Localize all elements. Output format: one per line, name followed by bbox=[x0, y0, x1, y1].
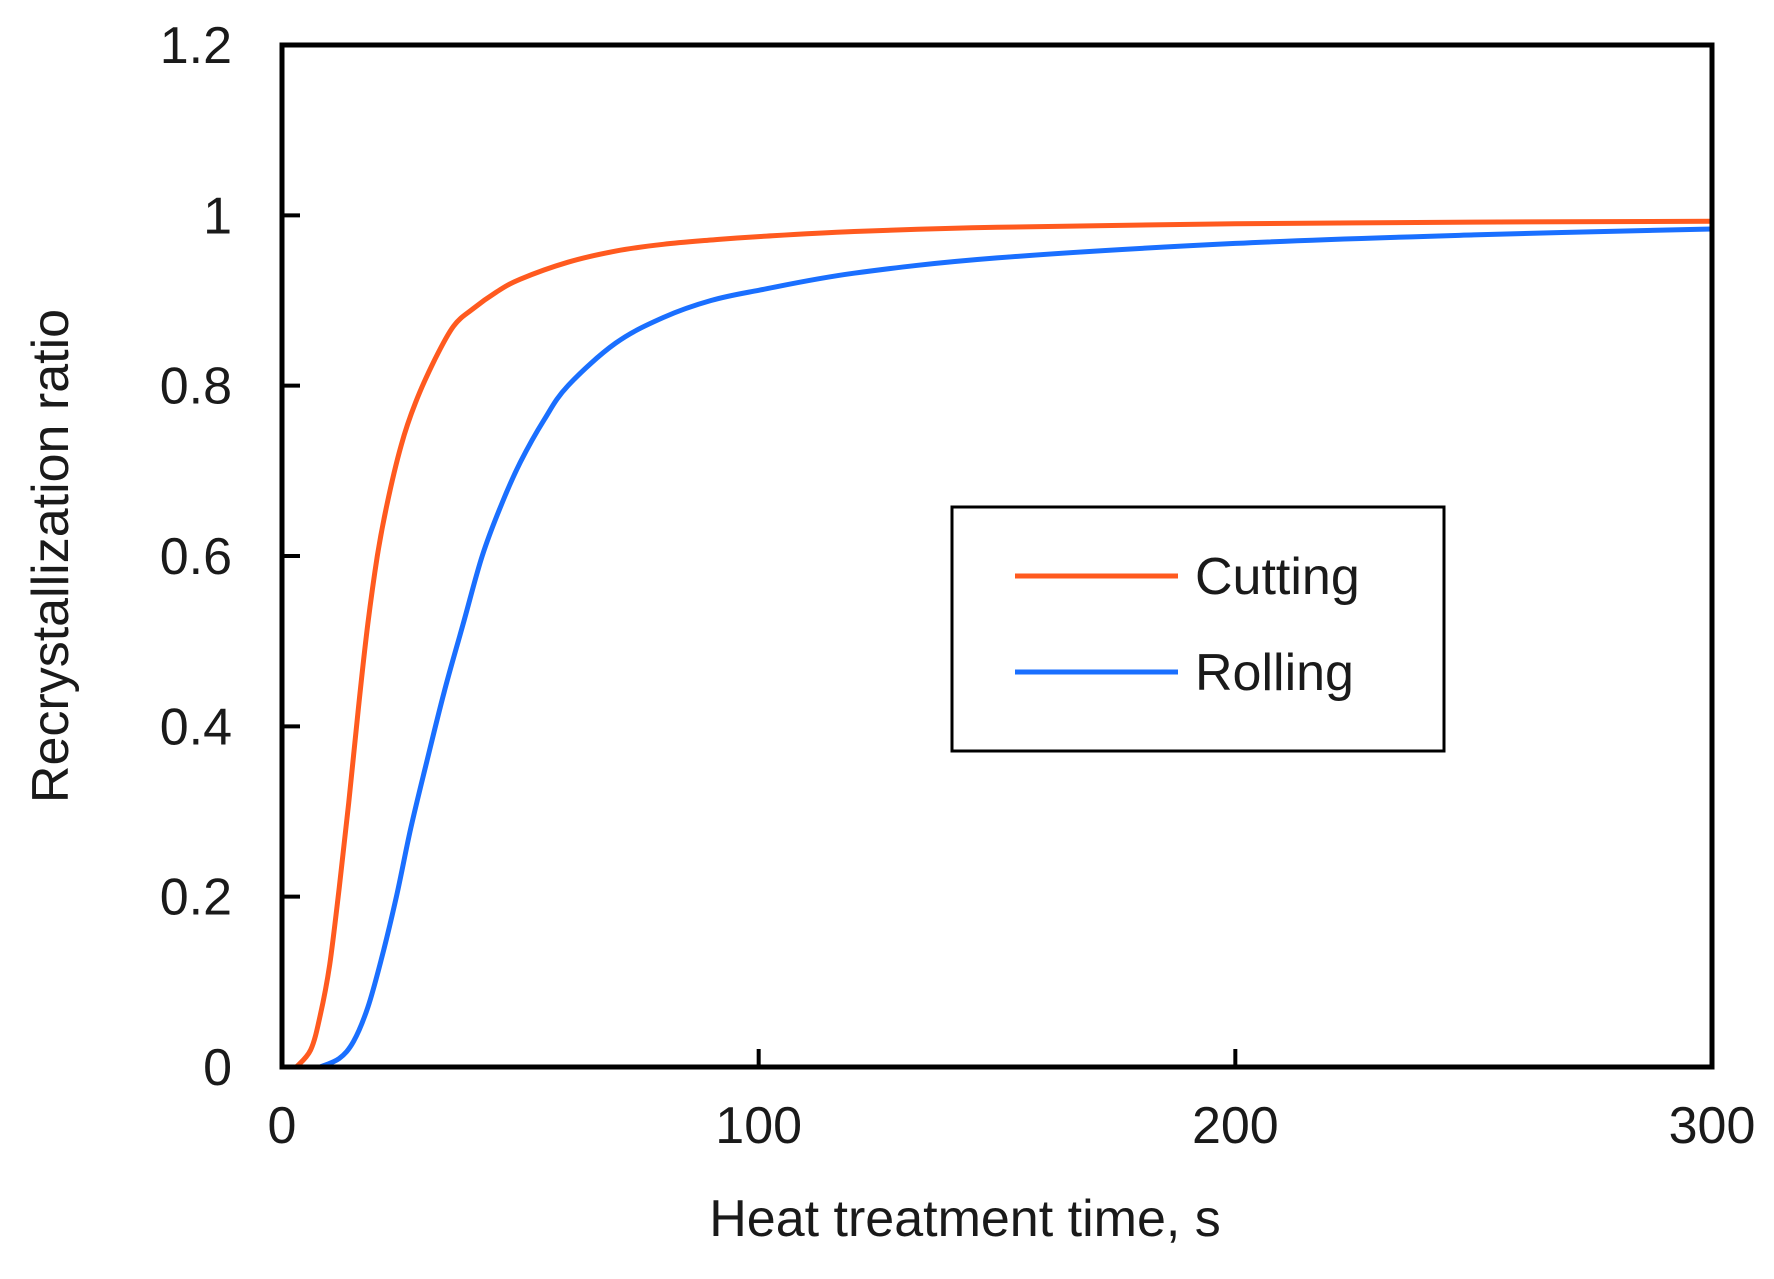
y-tick-label: 0.6 bbox=[160, 528, 232, 586]
x-axis-title: Heat treatment time, s bbox=[709, 1190, 1221, 1248]
y-tick-label: 0 bbox=[203, 1039, 232, 1097]
legend: Cutting Rolling bbox=[950, 505, 1446, 753]
series-line-cutting bbox=[293, 218, 1715, 1070]
y-axis-title: Recrystallization ratio bbox=[22, 309, 80, 803]
ticks-layer: 0 100 200 300 0 0.2 0.4 0.6 0.8 1 1.2 bbox=[160, 17, 1756, 1155]
y-tick-label: 0.2 bbox=[160, 869, 232, 927]
x-tick-label: 100 bbox=[715, 1097, 802, 1155]
series-line-rolling bbox=[317, 226, 1715, 1070]
y-tick-label: 1.2 bbox=[160, 17, 232, 75]
x-tick-label: 0 bbox=[268, 1097, 297, 1155]
y-tick-label: 0.4 bbox=[160, 698, 232, 756]
legend-label-rolling: Rolling bbox=[1195, 644, 1354, 702]
series-layer bbox=[293, 218, 1715, 1070]
x-tick-label: 300 bbox=[1669, 1097, 1756, 1155]
legend-label-cutting: Cutting bbox=[1195, 548, 1360, 606]
plot-frame bbox=[279, 42, 1715, 1070]
y-tick-label: 0.8 bbox=[160, 358, 232, 416]
x-tick-label: 200 bbox=[1192, 1097, 1279, 1155]
y-tick-label: 1 bbox=[203, 187, 232, 245]
legend-box bbox=[950, 505, 1446, 753]
